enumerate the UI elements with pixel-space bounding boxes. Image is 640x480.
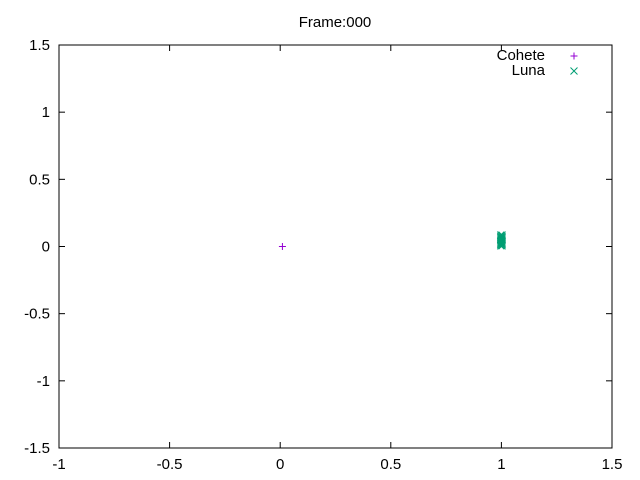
x-tick-label: 0 [276,456,284,473]
axis-tick-labels: -1 -0.5 0 0.5 1 1.5-1.5-1-0.500.511.5 [24,37,622,473]
y-tick-label: 0.5 [29,171,50,188]
x-tick-label: -0.5 [157,456,183,473]
y-tick-label: -1.5 [24,440,50,457]
y-tick-label: 1.5 [29,37,50,54]
legend-label: Cohete [497,47,545,64]
x-tick-label: 0.5 [380,456,401,473]
data-point [278,243,286,250]
y-tick-label: -1 [37,373,50,390]
y-tick-label: 1 [42,104,50,121]
x-tick-label: -1 [52,456,65,473]
y-tick-label: -0.5 [24,306,50,323]
legend-label: Luna [512,62,546,79]
series-cohete [278,243,286,250]
legend-marker [570,67,578,75]
data-point [498,231,506,239]
y-tick-label: 0 [42,239,50,256]
x-tick-label: 1 [497,456,505,473]
data-point [496,231,505,239]
legend-marker [570,52,578,60]
plot-frame [58,44,613,449]
axis-ticks [58,44,613,449]
data-points [278,231,506,250]
chart-title: Frame:000 [299,14,372,31]
x-tick-label: 1.5 [602,456,623,473]
series-luna [496,231,506,250]
